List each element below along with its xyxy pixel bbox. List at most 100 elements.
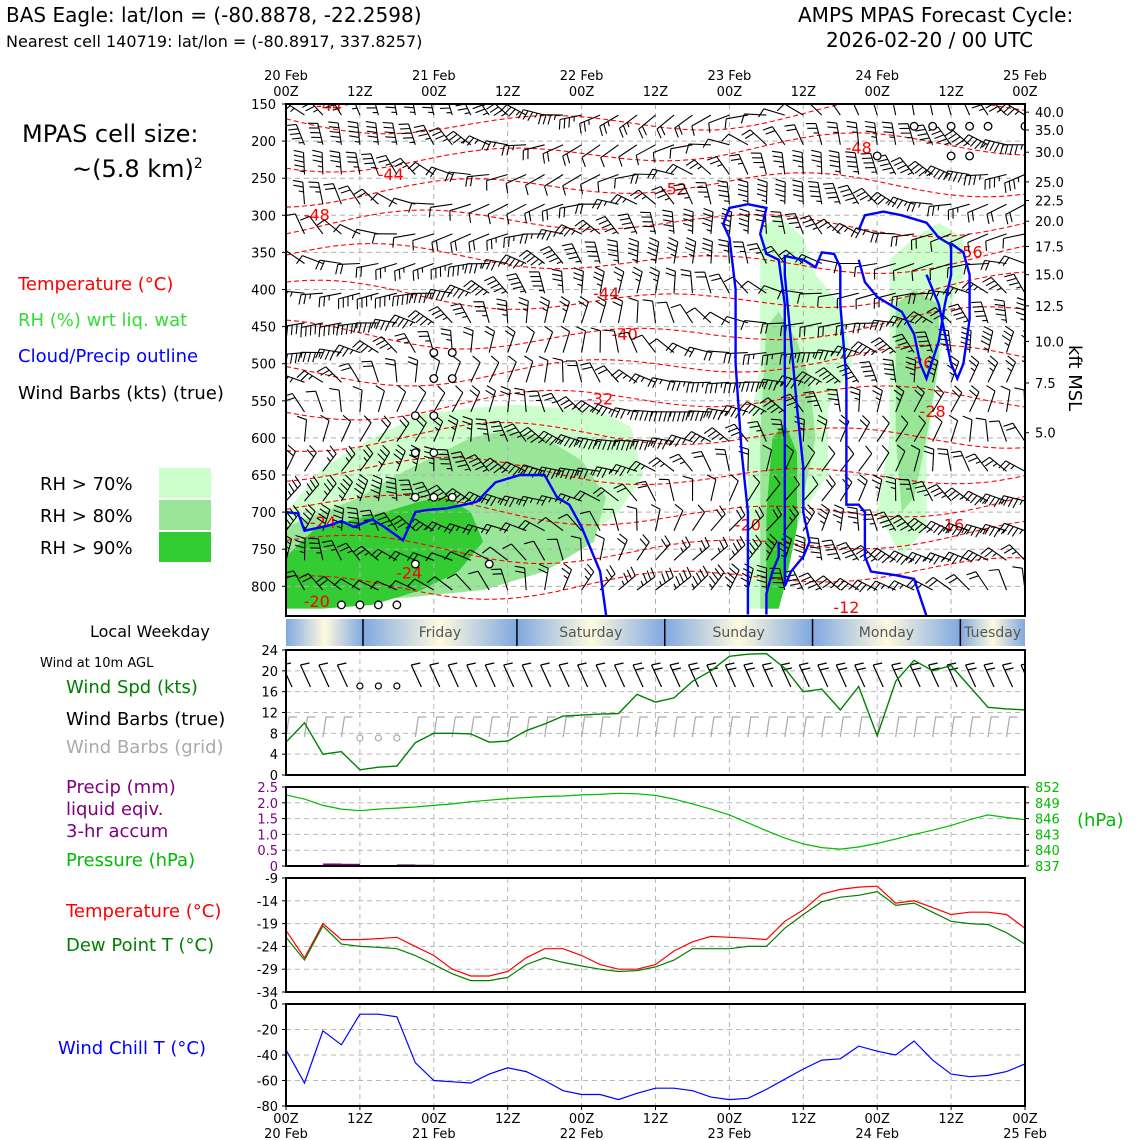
- wind-barb: [377, 444, 391, 472]
- wind-barb: [581, 144, 601, 167]
- cycle-time: 2026-02-20 / 00 UTC: [826, 28, 1034, 52]
- y-tick-label: 4: [270, 748, 278, 763]
- top-hour-label: 00Z: [421, 85, 447, 100]
- wind-barb: [468, 203, 490, 224]
- wind-barb: [557, 513, 583, 532]
- wind-barb: [522, 144, 545, 161]
- pressure-axis-label: 843: [1035, 828, 1060, 843]
- y-tick-label: -9: [265, 872, 278, 887]
- wind-barb: [710, 536, 729, 561]
- wind-barb: [538, 355, 549, 383]
- wind-speed-line: [285, 652, 1026, 771]
- wind-barb: [869, 191, 896, 205]
- wind-barb: [579, 174, 601, 195]
- wind-barb: [750, 152, 767, 175]
- rh-90-swatch: [159, 532, 211, 562]
- wind-barb: [499, 461, 527, 476]
- wind-barb: [316, 503, 331, 531]
- wind-barb: [602, 508, 620, 531]
- wind-barb: [613, 483, 638, 502]
- wind-barb: [665, 434, 693, 447]
- wind-barb: [537, 516, 564, 532]
- windchill-label: Wind Chill T (°C): [58, 1038, 206, 1059]
- wind-barb: [718, 239, 730, 264]
- wind-barb: [297, 351, 323, 363]
- wind-barb: [1021, 355, 1025, 383]
- wind-barb: [815, 367, 841, 384]
- wind-barb: [340, 414, 352, 442]
- wind-barb: [924, 165, 952, 180]
- wind-barb: [579, 510, 601, 531]
- grid-wind-barb: [710, 716, 722, 738]
- wind-barb: [980, 326, 994, 353]
- wind-barb: [393, 444, 406, 472]
- wind-barb: [799, 322, 822, 338]
- wind-barb: [541, 203, 564, 222]
- wind-barb: [816, 414, 828, 442]
- wind-barb: [507, 355, 517, 383]
- wind-barb: [757, 285, 785, 295]
- kft-tick-label: 5.0: [1035, 427, 1056, 442]
- calm-wind-marker: [983, 121, 993, 131]
- local-weekday-label: Local Weekday: [90, 622, 210, 641]
- wind-barb: [333, 224, 361, 235]
- cycle-title: AMPS MPAS Forecast Cycle:: [798, 3, 1074, 27]
- wind-barb: [426, 576, 453, 591]
- wind-barb: [998, 255, 1025, 267]
- grid-wind-barb: [507, 716, 519, 738]
- wind-barb: [761, 662, 774, 688]
- bottom-hour-label: 00Z: [421, 1112, 447, 1127]
- station-title: BAS Eagle: lat/lon = (-80.8878, -22.2598…: [6, 3, 422, 27]
- wind-barb: [784, 444, 795, 472]
- wind-barb: [486, 233, 508, 251]
- wind-barb: [630, 189, 656, 205]
- wind-barb: [433, 385, 446, 413]
- wind-barb: [667, 411, 693, 422]
- wind-barb: [887, 196, 915, 209]
- wind-barb: [833, 262, 859, 274]
- weekday-strip: Friday Saturday Sunday Monday Tuesday: [286, 619, 1025, 646]
- pressure-tick-label: 700: [251, 506, 276, 521]
- wind-barb: [486, 173, 508, 191]
- wind-barb: [487, 203, 508, 225]
- wind-barb: [796, 352, 822, 363]
- wind-barb: [370, 192, 398, 205]
- wind-barb: [370, 580, 398, 591]
- wind-panel-frame: [285, 649, 1026, 776]
- wind-barb: [579, 362, 601, 383]
- temperature-contour: [286, 132, 1025, 173]
- wind-barb: [887, 550, 915, 566]
- wind-barb: [868, 580, 896, 592]
- wind-barb: [463, 280, 490, 296]
- kft-tick-label: 10.0: [1035, 335, 1064, 350]
- wind-barb: [408, 292, 434, 304]
- wind-barb: [766, 506, 783, 532]
- wind-barb: [398, 479, 416, 502]
- wind-barb: [525, 325, 535, 353]
- wind-barb: [286, 181, 287, 205]
- wind-barb: [665, 267, 676, 294]
- grid-wind-barb: [636, 716, 649, 738]
- wind-barb: [927, 484, 952, 502]
- wind-barb: [370, 474, 383, 502]
- wind-barb: [286, 104, 305, 116]
- wind-barb: [618, 566, 636, 591]
- wind-barb: [375, 385, 385, 413]
- wind-barb: [806, 123, 823, 145]
- wind-barb: [729, 153, 749, 175]
- temperature-contour: [286, 172, 1025, 208]
- cloud-outline: [721, 202, 928, 616]
- wind-barb: [673, 566, 692, 591]
- top-hour-label: 12Z: [791, 85, 817, 100]
- wind-barb: [686, 381, 711, 393]
- wind-barb: [892, 333, 915, 353]
- wind-barb: [425, 288, 453, 302]
- wind-barb: [765, 475, 781, 502]
- calm-wind-marker: [429, 492, 439, 502]
- wind-barb: [798, 572, 823, 591]
- wind-barb: [424, 446, 435, 472]
- temperature-contour: [286, 520, 1025, 565]
- wind-barb: [1021, 326, 1025, 353]
- wind-barb: [286, 375, 305, 383]
